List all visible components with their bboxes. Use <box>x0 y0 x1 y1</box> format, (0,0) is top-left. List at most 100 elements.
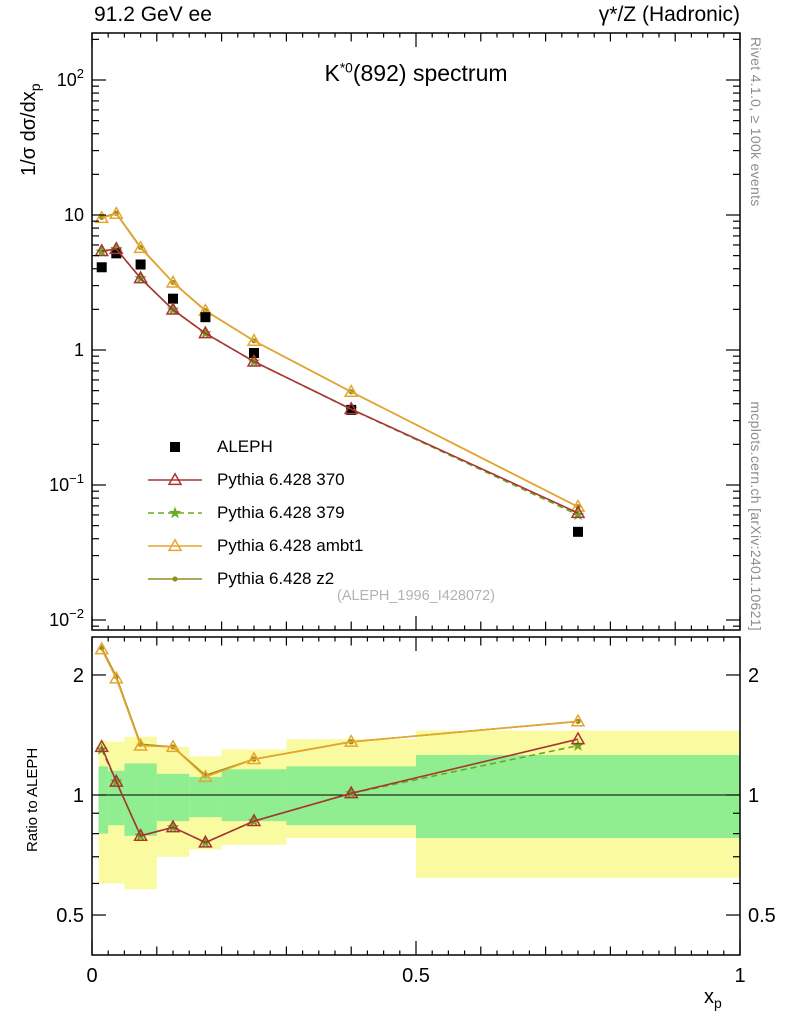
ambt1-marker <box>109 670 124 684</box>
p370-marker <box>165 819 181 833</box>
y-axis-label-ratio: Ratio to ALEPH <box>24 747 41 852</box>
ambt1-marker <box>343 734 359 747</box>
p379-marker <box>571 739 585 751</box>
title-base: K <box>324 60 340 86</box>
ambt1-marker <box>109 206 124 219</box>
ambt1-marker <box>165 739 181 753</box>
p370-marker <box>133 270 148 284</box>
ambt1-legend-marker-icon <box>148 537 202 551</box>
x-tick-label: 0.5 <box>402 965 430 987</box>
ambt1-curve-main <box>101 212 579 508</box>
process-label: γ*/Z (Hadronic) <box>598 3 740 26</box>
axes-and-ticks <box>91 32 741 956</box>
title-superscript: *0 <box>339 60 353 76</box>
aleph-marker <box>168 293 178 304</box>
p370-curve-ratio <box>100 738 579 844</box>
legend-item: Pythia 6.428 370 <box>146 463 363 496</box>
aleph-marker <box>96 262 107 273</box>
legend-item: Pythia 6.428 z2 <box>146 562 363 595</box>
ambt1-marker <box>570 713 586 727</box>
y-ratio-tick-label-left: 1 <box>73 785 84 807</box>
mcplots-attribution-label: mcplots.cern.ch [arXiv:2401.10621] <box>748 401 764 631</box>
aleph-marker <box>573 526 583 537</box>
p379-marker <box>168 506 182 518</box>
y-ratio-tick-label-right: 2 <box>748 665 759 687</box>
ratio-band-green <box>98 766 109 834</box>
ratio-uncertainty-bands <box>92 730 740 890</box>
ratio-band-green <box>416 754 740 839</box>
p370-marker <box>198 834 213 848</box>
p370-legend-marker-icon <box>148 471 202 485</box>
y-ratio-tick-label-left: 0.5 <box>56 905 84 927</box>
ambt1-marker <box>167 537 183 551</box>
analysis-watermark: (ALEPH_1996_I428072) <box>336 588 495 604</box>
y-ratio-tick-label-right: 1 <box>748 785 759 807</box>
p379-marker <box>571 508 585 521</box>
p370-marker <box>133 828 148 841</box>
legend: ALEPH Pythia 6.428 370 Pythia 6.428 379 Pyt… <box>146 430 363 595</box>
y-ratio-tick-label-right: 0.5 <box>748 905 776 927</box>
ambt1-marker <box>246 333 262 346</box>
p370-marker <box>167 471 183 485</box>
p370-marker <box>246 813 262 827</box>
ambt1-marker <box>343 384 359 397</box>
plot-title: K*0(892) spectrum <box>92 60 740 87</box>
legend-label: Pythia 6.428 z2 <box>217 568 335 588</box>
ambt1-marker <box>133 240 148 254</box>
x-tick-label: 1 <box>734 965 745 987</box>
legend-label: Pythia 6.428 370 <box>217 469 345 489</box>
z2-marker <box>575 718 581 724</box>
ambt1-marker <box>198 769 213 783</box>
y-main-tick-label: 102 <box>57 66 84 90</box>
ambt1-marker <box>133 737 148 751</box>
x-tick-label: 0 <box>86 965 97 987</box>
y-axis-label-main-text: 1/σ dσ/dx <box>18 91 40 176</box>
legend-label: ALEPH <box>217 436 273 456</box>
legend-item: Pythia 6.428 ambt1 <box>146 529 363 562</box>
p370-marker <box>94 243 110 257</box>
title-rest: (892) spectrum <box>352 60 508 86</box>
y-main-tick-label: 1 <box>74 340 84 360</box>
p370-marker <box>94 739 110 753</box>
y-axis-label-main-sub: p <box>27 83 43 92</box>
ratio-band-green <box>108 770 125 826</box>
p379-legend-marker-icon <box>148 506 202 518</box>
p370-marker <box>343 785 359 799</box>
x-axis-label-text: x <box>704 986 714 1008</box>
p370-marker <box>109 241 124 255</box>
p370-marker <box>165 301 181 315</box>
ambt1-marker <box>94 641 110 655</box>
ratio-band-green <box>189 776 222 818</box>
legend-item: Pythia 6.428 379 <box>146 496 363 529</box>
y-main-tick-label: 10 <box>64 205 84 225</box>
z2-legend-marker-icon <box>148 575 202 582</box>
p370-marker <box>198 325 213 339</box>
rivet-version-label: Rivet 4.1.0, ≥ 100k events <box>748 37 764 207</box>
y-ratio-tick-label-left: 2 <box>73 665 84 687</box>
p370-marker <box>246 353 262 367</box>
legend-label: Pythia 6.428 ambt1 <box>217 535 364 555</box>
y-main-tick-label: 10−1 <box>49 471 84 495</box>
beam-energy-label: 91.2 GeV ee <box>94 3 212 26</box>
ambt1-marker <box>246 751 262 765</box>
x-axis-label-sub: p <box>714 995 722 1011</box>
p370-marker <box>109 773 124 787</box>
aleph-marker <box>135 259 146 270</box>
legend-item: ALEPH <box>146 430 363 463</box>
aleph-marker <box>170 441 180 452</box>
ambt1-marker <box>165 274 181 288</box>
aleph-marker <box>249 348 259 359</box>
tick-labels: 10−2 10−1 1 10 102 0.5 0.5 1 1 2 2 0 0.5 1 <box>49 66 776 987</box>
z2-marker <box>172 575 178 582</box>
y-axis-label-main: 1/σ dσ/dxp <box>18 83 43 176</box>
data-curves <box>94 206 586 848</box>
p370-marker <box>570 731 586 745</box>
ambt1-curve-ratio <box>100 648 579 778</box>
aleph-legend-marker-icon <box>170 441 180 452</box>
x-axis-label: xp <box>704 986 722 1011</box>
p370-marker <box>343 401 359 415</box>
y-main-tick-label: 10−2 <box>49 606 84 630</box>
ratio-band-green <box>156 773 190 822</box>
